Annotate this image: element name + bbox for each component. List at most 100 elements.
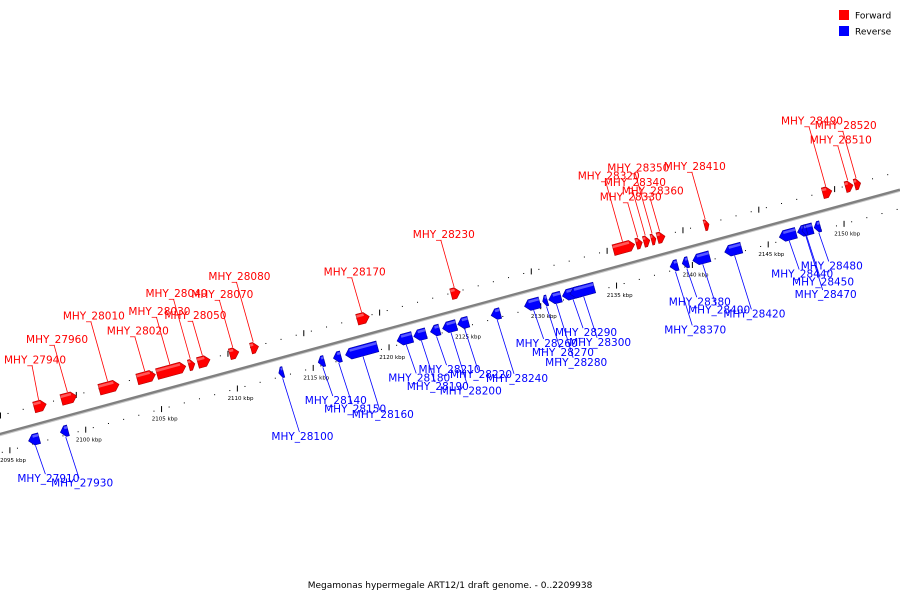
leader-MHY_28010 (90, 321, 108, 382)
leader-MHY_28340 (631, 187, 646, 236)
leader-MHY_28490 (808, 126, 827, 187)
scale-label-2105: 2105 kbp (152, 417, 178, 423)
gene-MHY_28330 (634, 237, 643, 250)
gene-MHY_28210 (430, 323, 442, 337)
leader-MHY_27960 (53, 344, 68, 393)
gene-arrow-MHY_28270 (542, 294, 550, 307)
gene-highlight-MHY_28340 (642, 236, 646, 240)
gene-arrow-MHY_28240 (490, 307, 503, 320)
gene-arrow-MHY_27910 (28, 432, 41, 446)
gene-MHY_28070 (227, 347, 240, 360)
leader-MHY_28220 (464, 328, 479, 371)
gene-highlight-MHY_27940 (32, 401, 41, 406)
minor-tick (22, 408, 24, 410)
minor-tick (811, 194, 813, 196)
leader-MHY_28410 (691, 171, 706, 220)
gene-highlight-MHY_28280 (552, 292, 561, 297)
gene-arrow-MHY_28360 (655, 231, 666, 244)
gene-label-MHY_28350: MHY_28350 (607, 163, 669, 175)
gene-MHY_28040 (186, 359, 196, 372)
leader-MHY_28070 (218, 299, 234, 348)
gene-arrow-MHY_27960 (59, 391, 77, 406)
gene-MHY_28370 (669, 259, 680, 272)
minor-tick (653, 274, 655, 276)
gene-arrow-MHY_28330 (634, 237, 643, 250)
gene-MHY_28170 (355, 312, 370, 326)
minor-tick (371, 314, 373, 316)
minor-tick (92, 427, 94, 429)
gene-arrow-MHY_28300 (569, 281, 597, 299)
gene-MHY_28200 (442, 319, 459, 333)
leader-MHY_28160 (362, 356, 381, 411)
gene-highlight-MHY_28380 (684, 257, 688, 261)
gene-arrow-MHY_28160 (345, 340, 380, 360)
gene-label-MHY_27960: MHY_27960 (26, 334, 88, 346)
gene-highlight-MHY_28370 (673, 260, 678, 264)
gene-label-MHY_28240: MHY_28240 (486, 373, 548, 385)
gene-arrow-MHY_27930 (60, 424, 70, 437)
gene-MHY_28080 (249, 342, 259, 355)
gene-highlight-MHY_28330 (635, 238, 639, 243)
gene-label-MHY_28320: MHY_28320 (578, 171, 640, 183)
minor-tick (305, 369, 307, 371)
genome-backbone-shadow (0, 190, 900, 437)
label-leader-lines (31, 126, 857, 479)
gene-highlight-MHY_28480 (816, 221, 820, 225)
scale-label-2125: 2125 kbp (455, 334, 481, 340)
gene-arrow-MHY_28440 (778, 227, 798, 242)
minor-tick (1, 451, 3, 453)
scale-label-2130: 2130 kbp (531, 314, 557, 320)
minor-tick (502, 315, 504, 317)
legend-swatch-forward (839, 10, 849, 20)
leader-MHY_28450 (806, 235, 821, 278)
gene-arrow-MHY_28260 (524, 296, 542, 311)
leader-MHY_28510 (837, 145, 849, 181)
gene-MHY_28180 (396, 331, 415, 346)
gene-MHY_28340 (641, 235, 651, 248)
gene-label-MHY_28400: MHY_28400 (688, 304, 750, 316)
gene-MHY_28010 (97, 380, 120, 396)
minor-tick (183, 402, 185, 404)
gene-highlight-MHY_28210 (434, 325, 440, 329)
gene-highlight-MHY_28490 (821, 187, 827, 192)
minor-tick (198, 398, 200, 400)
gene-highlight-MHY_28520 (853, 179, 857, 183)
gene-MHY_28020 (135, 370, 156, 386)
gene-label-MHY_28030: MHY_28030 (128, 306, 190, 318)
minor-tick (765, 207, 767, 209)
minor-tick (866, 217, 868, 219)
gene-features (28, 178, 862, 446)
minor-tick (781, 203, 783, 205)
gene-MHY_28190 (413, 327, 428, 341)
minor-tick (608, 287, 610, 289)
gene-label-MHY_28230: MHY_28230 (413, 229, 475, 241)
gene-arrow-MHY_28410 (702, 219, 710, 232)
gene-label-MHY_27910: MHY_27910 (17, 473, 79, 485)
minor-tick (538, 268, 540, 270)
minor-tick (523, 272, 525, 274)
minor-tick (214, 394, 216, 396)
gene-label-MHY_28340: MHY_28340 (604, 177, 666, 189)
minor-tick (881, 213, 883, 215)
minor-tick (16, 447, 18, 449)
gene-label-MHY_28270: MHY_28270 (532, 347, 594, 359)
gene-label-MHY_28480: MHY_28480 (801, 260, 863, 272)
gene-arrow-MHY_28420 (724, 241, 744, 257)
gene-arrow-MHY_28070 (227, 347, 240, 360)
scale-label-2110: 2110 kbp (228, 396, 254, 402)
minor-tick (244, 385, 246, 387)
gene-label-MHY_28010: MHY_28010 (63, 310, 125, 322)
gene-highlight-MHY_28150 (336, 351, 341, 356)
gene-MHY_28480 (813, 220, 823, 233)
genome-backbone-layer (0, 188, 900, 437)
gene-arrow-MHY_28220 (457, 315, 471, 329)
gene-label-MHY_28260: MHY_28260 (516, 338, 578, 350)
gene-label-MHY_28420: MHY_28420 (723, 308, 785, 320)
gene-highlight-MHY_27930 (63, 425, 68, 430)
minor-tick (735, 215, 737, 217)
minor-tick (62, 435, 64, 437)
gene-highlight-MHY_27960 (60, 392, 72, 399)
leader-MHY_28280 (556, 303, 574, 358)
gene-highlight-MHY_28010 (98, 381, 114, 388)
gene-arrow-MHY_28230 (449, 287, 461, 300)
